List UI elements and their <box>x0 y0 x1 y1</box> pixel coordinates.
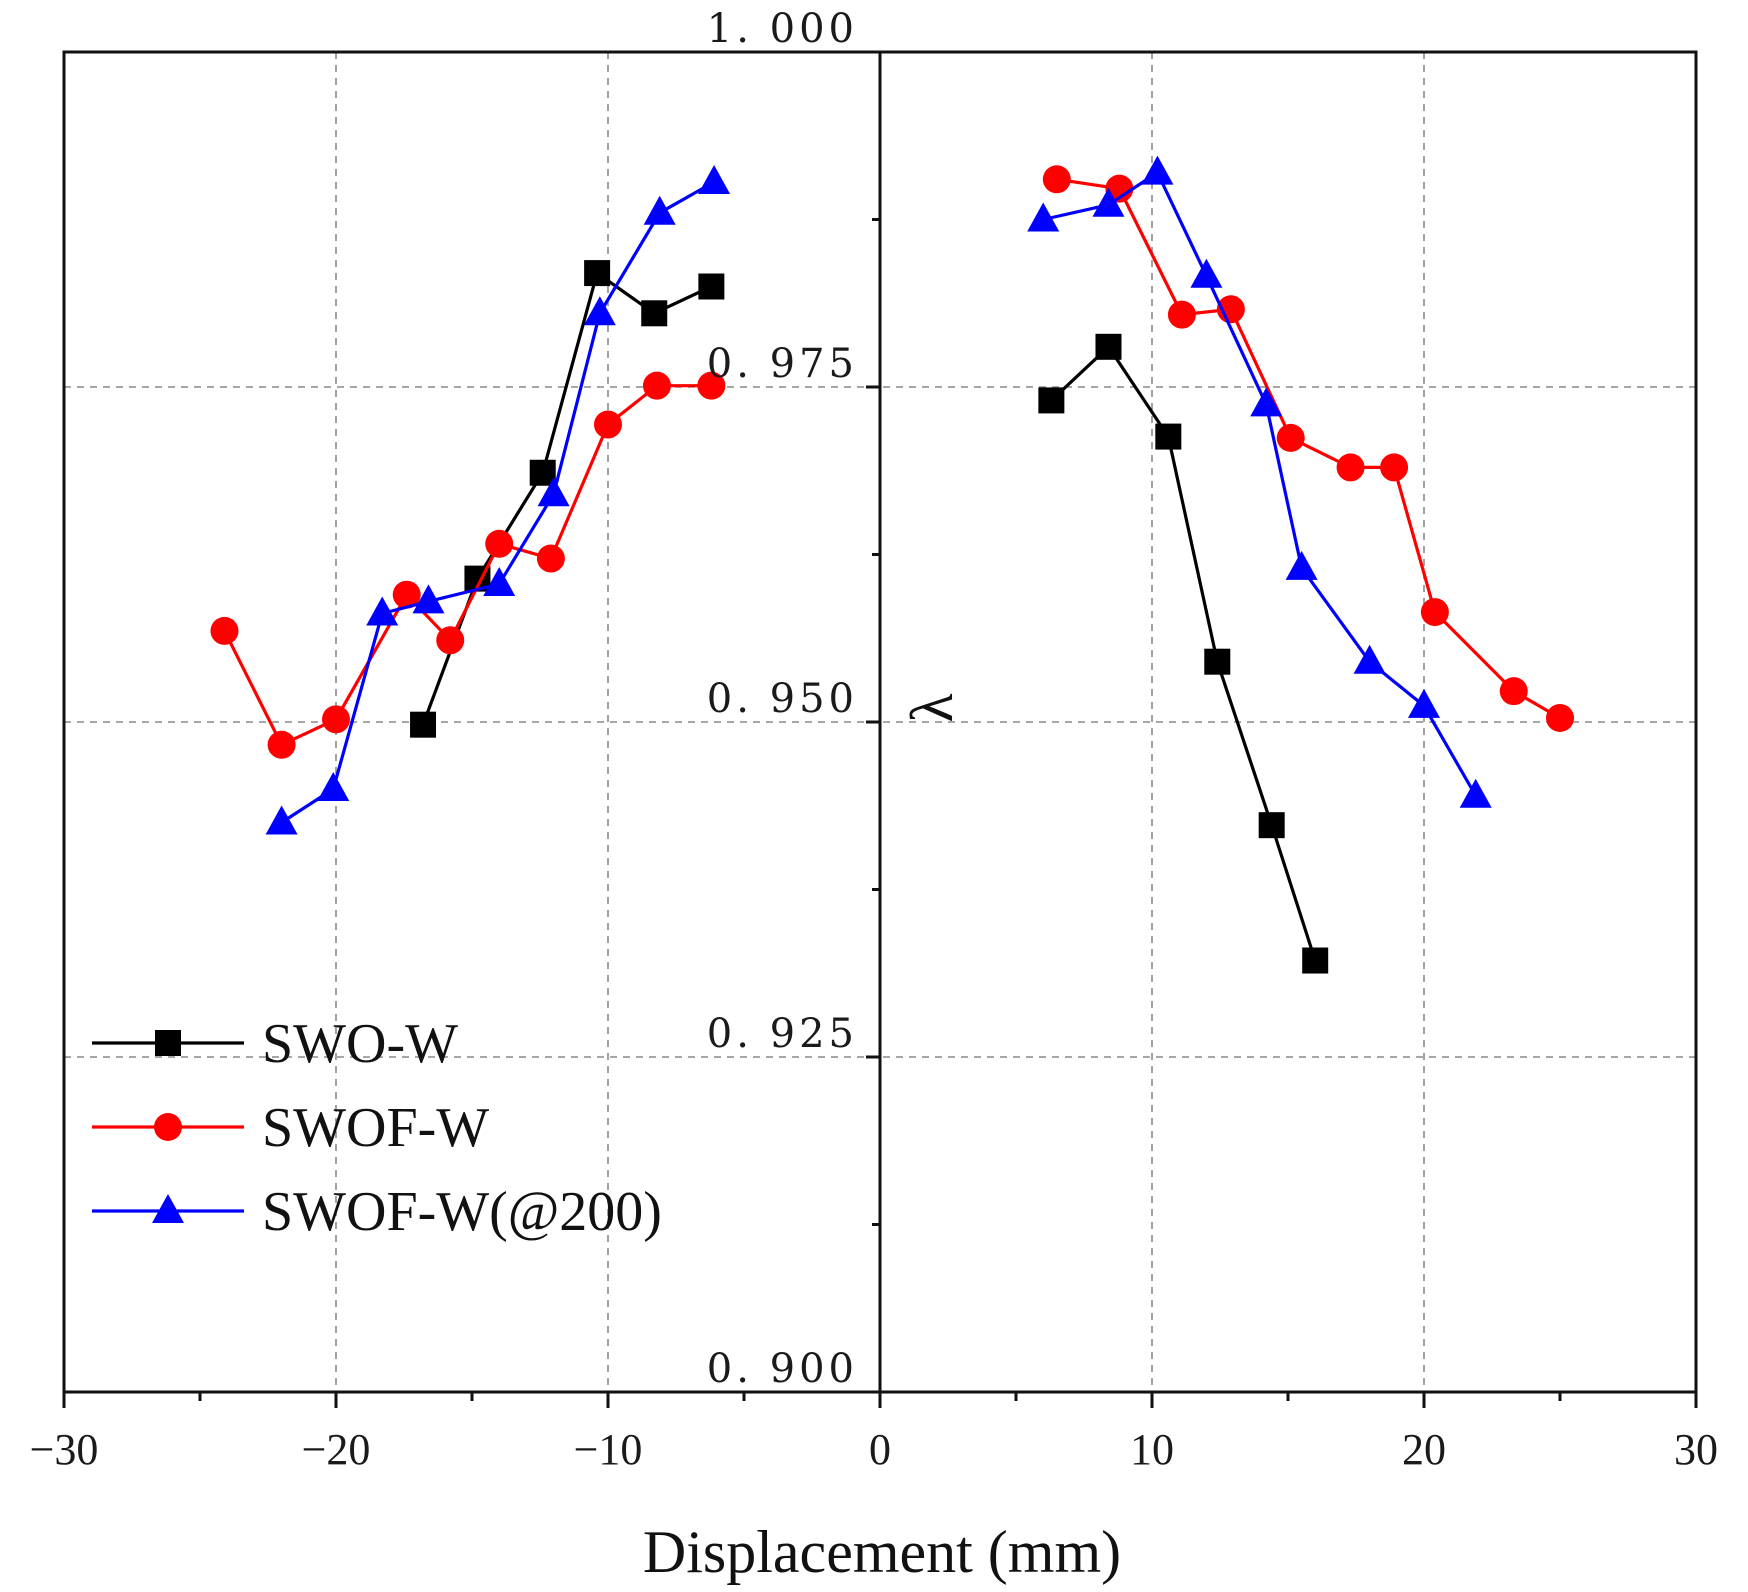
x-tick-label-5: 20 <box>1402 1425 1446 1474</box>
legend-label-swof-w-200: SWOF-W(@200) <box>262 1181 662 1243</box>
data-point-swof-w-200-1-7 <box>1408 688 1440 718</box>
y-tick-label-1: 0. 925 <box>707 1011 858 1057</box>
data-point-swof-w-200-1-3 <box>1190 258 1223 288</box>
data-point-swo-w-1-0 <box>1038 387 1065 414</box>
data-point-swof-w-200-1-0 <box>1027 202 1060 232</box>
data-point-swof-w-200-0-6 <box>583 296 616 326</box>
x-tick-label-2: −10 <box>574 1425 643 1474</box>
x-axis-label: Displacement (mm) <box>643 1519 1121 1585</box>
data-point-swof-w-200-1-2 <box>1141 155 1174 185</box>
data-point-swof-w-200-0-8 <box>698 164 731 194</box>
data-point-swof-w-1-6 <box>1380 453 1409 482</box>
legend-label-swof-w: SWOF-W <box>262 1097 489 1159</box>
axis-ticks: −30 −20 −10 0 10 20 30 0. 900 0. 925 0. 950 0. 975… <box>30 6 1718 1474</box>
data-point-swof-w-200-0-2 <box>366 596 399 626</box>
series-line-swof-w-1 <box>1056 177 1561 720</box>
data-point-swo-w-0-0 <box>410 711 437 738</box>
data-point-swof-w-1-0 <box>1042 165 1071 194</box>
data-point-swo-w-1-3 <box>1204 648 1231 675</box>
data-point-swof-w-0-4 <box>436 626 465 655</box>
x-tick-label-0: −30 <box>30 1425 99 1474</box>
data-point-swof-w-200-0-1 <box>317 772 350 801</box>
data-point-swof-w-200-0-5 <box>537 477 570 507</box>
series-line-swof-w-0 <box>223 384 712 747</box>
data-point-swof-w-0-3 <box>392 580 421 609</box>
data-point-swo-w-0-3 <box>584 260 611 287</box>
y-tick-label-4: 1. 000 <box>707 6 858 52</box>
data-series <box>210 155 1574 974</box>
data-point-swof-w-0-1 <box>267 730 296 759</box>
data-point-swo-w-0-4 <box>641 300 668 327</box>
data-point-swo-w-0-5 <box>698 273 725 300</box>
data-point-swo-w-1-2 <box>1155 423 1182 450</box>
data-point-swof-w-200-1-5 <box>1285 550 1318 580</box>
x-tick-label-4: 10 <box>1130 1425 1174 1474</box>
data-point-swof-w-0-7 <box>594 410 622 439</box>
y-axis-label: λ <box>899 693 965 722</box>
data-point-swof-w-200-0-4 <box>483 566 516 596</box>
data-point-swof-w-200-1-4 <box>1250 387 1283 417</box>
data-point-swof-w-0-2 <box>322 705 350 734</box>
legend-marker-swo-w <box>155 1030 181 1056</box>
y-tick-label-2: 0. 950 <box>707 676 858 722</box>
data-point-swof-w-0-6 <box>536 544 565 573</box>
data-point-swof-w-1-5 <box>1336 453 1365 482</box>
data-point-swof-w-1-4 <box>1276 423 1305 452</box>
legend-label-swo-w: SWO-W <box>262 1013 458 1075</box>
y-tick-label-3: 0. 975 <box>707 341 858 387</box>
series-swof-w-200 <box>265 155 1492 835</box>
data-point-swof-w-1-7 <box>1420 598 1449 627</box>
y-tick-label-0: 0. 900 <box>707 1346 858 1392</box>
data-point-swo-w-1-1 <box>1095 333 1122 360</box>
series-swof-w <box>210 165 1574 759</box>
data-point-swof-w-200-1-8 <box>1459 778 1492 808</box>
data-point-swof-w-0-0 <box>210 616 239 645</box>
data-point-swof-w-1-2 <box>1167 300 1196 329</box>
data-point-swof-w-200-0-3 <box>412 584 445 614</box>
x-tick-label-6: 30 <box>1674 1425 1718 1474</box>
data-point-swof-w-1-9 <box>1546 703 1574 732</box>
data-point-swof-w-0-9 <box>697 371 726 400</box>
data-point-swof-w-200-1-6 <box>1353 644 1386 674</box>
data-point-swof-w-0-5 <box>485 529 514 558</box>
data-point-swof-w-1-8 <box>1499 677 1528 706</box>
data-point-swo-w-1-4 <box>1258 812 1285 839</box>
data-point-swof-w-0-8 <box>642 371 671 400</box>
x-tick-label-1: −20 <box>302 1425 371 1474</box>
legend: SWO-W SWOF-W SWOF-W(@200) <box>92 1013 662 1243</box>
legend-marker-swof-w-200 <box>152 1194 184 1223</box>
data-point-swof-w-200-0-0 <box>265 805 298 835</box>
data-point-swof-w-200-1-1 <box>1092 187 1125 217</box>
data-point-swof-w-200-0-7 <box>643 195 676 225</box>
data-point-swo-w-1-5 <box>1302 947 1329 974</box>
legend-marker-swof-w <box>154 1113 182 1141</box>
x-tick-label-3: 0 <box>869 1425 891 1474</box>
